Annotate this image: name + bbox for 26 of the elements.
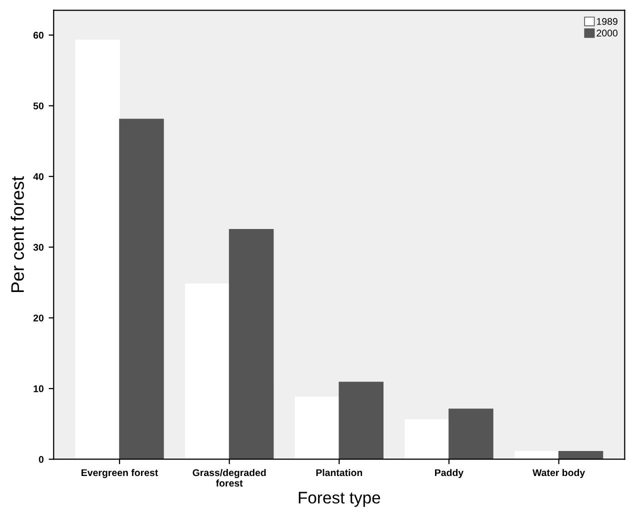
y-axis-title: Per cent forest: [10, 176, 24, 292]
bar: [338, 382, 384, 460]
y-tick-label: 0: [38, 456, 44, 463]
x-axis-title: Forest type: [298, 492, 380, 507]
y-tick-label: 40: [33, 173, 44, 180]
bar: [404, 419, 450, 460]
x-tick-label: Water body: [532, 468, 586, 478]
x-tick-label: Evergreen forest: [82, 468, 158, 478]
x-tick-label: Paddy: [435, 468, 464, 478]
x-tick-label: Plantation: [316, 468, 362, 476]
y-tick-label: 20: [33, 314, 44, 322]
y-tick-label: 60: [33, 32, 44, 39]
bar: [558, 451, 604, 460]
bar: [184, 283, 230, 460]
y-tick-label: 50: [33, 102, 44, 110]
y-tick-label: 10: [34, 385, 44, 392]
bar: [294, 396, 340, 460]
legend-label: 1989: [597, 18, 618, 25]
x-tick-label: Grass/degraded forest: [192, 468, 266, 487]
bar: [514, 451, 560, 460]
y-tick-label: 30: [33, 244, 44, 251]
bar: [228, 229, 274, 460]
legend-label: 2000: [596, 30, 618, 37]
bar: [75, 40, 120, 460]
bar: [448, 408, 494, 460]
bar: [119, 118, 164, 460]
